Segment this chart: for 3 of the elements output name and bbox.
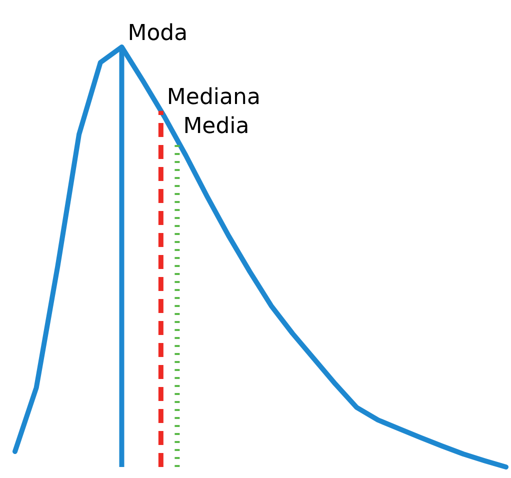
text: Moda — [128, 21, 188, 46]
annotation: Mediana — [166, 84, 260, 110]
annotation: Media — [183, 114, 250, 139]
